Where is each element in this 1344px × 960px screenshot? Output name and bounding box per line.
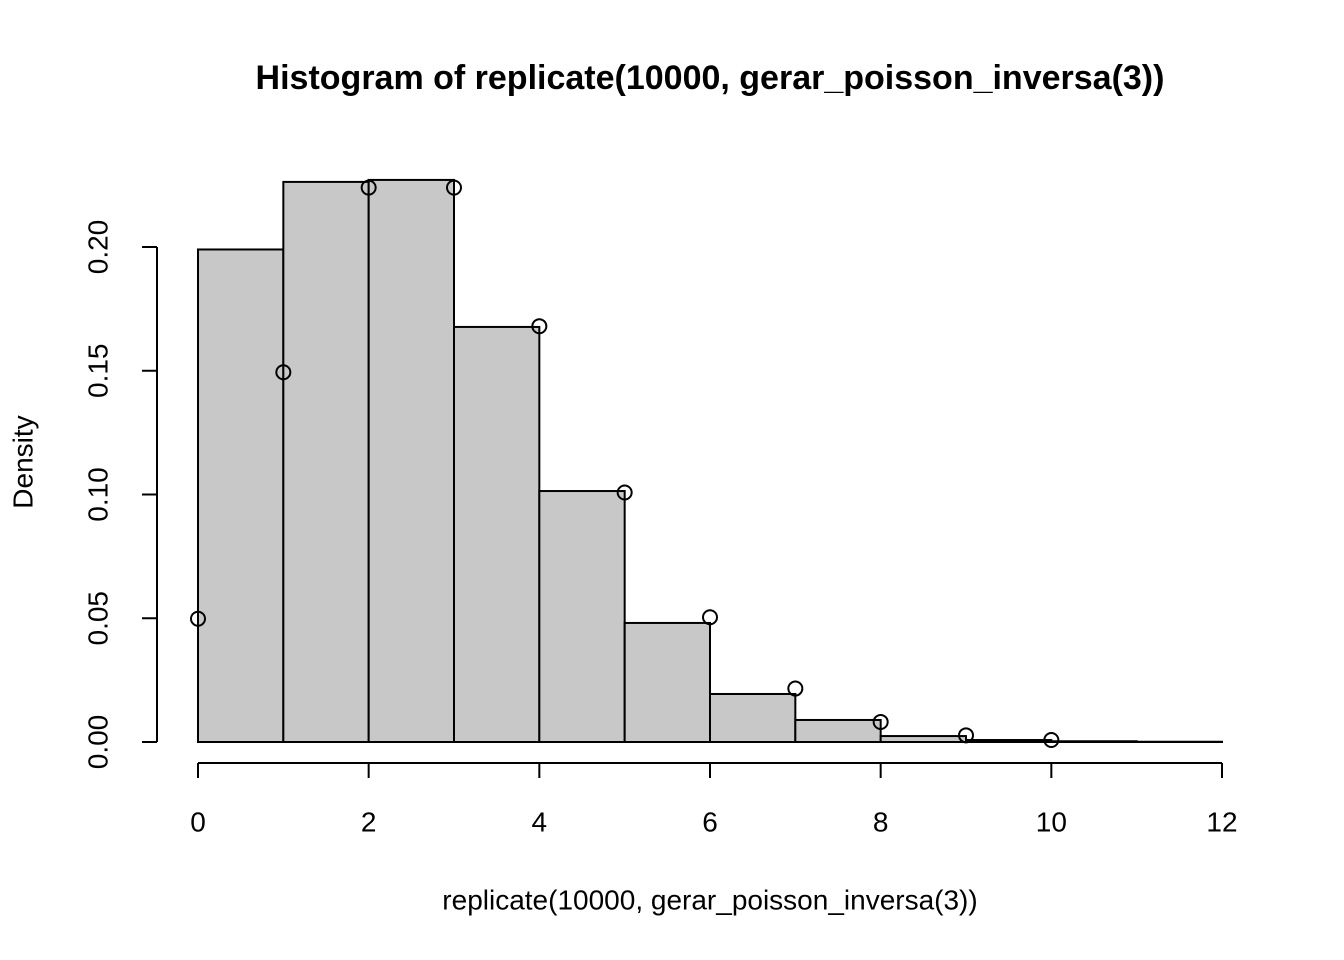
bar xyxy=(282,180,370,744)
chart-title: Histogram of replicate(10000, gerar_pois… xyxy=(256,59,1165,97)
bar xyxy=(538,490,626,743)
y-tick-label: 0.15 xyxy=(82,344,113,399)
point xyxy=(787,680,804,697)
bar xyxy=(965,739,1053,744)
x-tick-label: 12 xyxy=(1206,806,1237,837)
bar xyxy=(623,621,712,744)
point xyxy=(702,609,718,626)
point xyxy=(872,713,889,730)
y-tick-label: 0.20 xyxy=(82,220,113,275)
y-axis-label: Density xyxy=(7,415,38,508)
x-tick-label: 2 xyxy=(361,806,377,837)
y-tick-label: 0.05 xyxy=(82,591,113,646)
x-axis-label: replicate(10000, gerar_poisson_inversa(3… xyxy=(442,884,977,915)
point xyxy=(360,179,377,196)
x-tick-label: 0 xyxy=(190,806,206,837)
point xyxy=(531,318,548,335)
x-tick-label: 6 xyxy=(702,806,718,837)
point xyxy=(958,727,974,744)
y-tick-label: 0.00 xyxy=(82,715,113,770)
point xyxy=(616,484,633,501)
x-tick-label: 8 xyxy=(873,806,889,837)
point xyxy=(1043,732,1060,749)
y-tick-label: 0.10 xyxy=(82,467,113,522)
bar xyxy=(1050,740,1138,744)
x-tick-label: 4 xyxy=(532,806,548,837)
bar xyxy=(879,735,968,743)
bar xyxy=(709,692,797,743)
bar xyxy=(367,178,455,744)
point xyxy=(190,610,206,627)
bar xyxy=(453,325,541,743)
x-tick-label: 10 xyxy=(1036,806,1067,837)
point xyxy=(446,179,462,196)
point xyxy=(275,364,292,381)
bar xyxy=(197,248,285,743)
bar xyxy=(794,718,882,743)
